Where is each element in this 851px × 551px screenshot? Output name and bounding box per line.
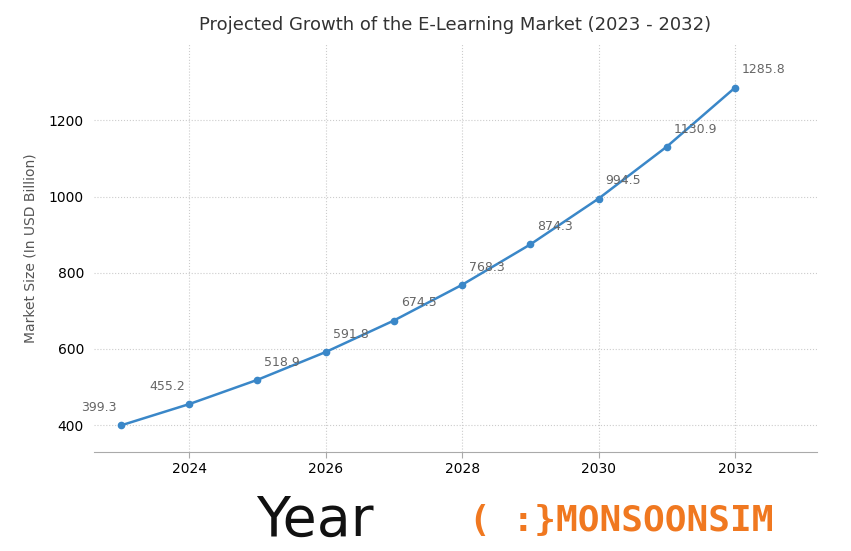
Text: 455.2: 455.2 bbox=[149, 380, 185, 393]
Text: 674.5: 674.5 bbox=[401, 296, 437, 310]
Text: 518.9: 518.9 bbox=[265, 356, 300, 369]
Y-axis label: Market Size (In USD Billion): Market Size (In USD Billion) bbox=[24, 153, 37, 343]
Text: 1285.8: 1285.8 bbox=[742, 63, 785, 77]
Text: Year: Year bbox=[256, 494, 374, 548]
Text: 874.3: 874.3 bbox=[537, 220, 573, 233]
Text: 1130.9: 1130.9 bbox=[674, 122, 717, 136]
Text: 994.5: 994.5 bbox=[606, 175, 641, 187]
Text: 768.3: 768.3 bbox=[469, 261, 505, 274]
Text: 399.3: 399.3 bbox=[81, 401, 117, 414]
Text: 591.8: 591.8 bbox=[333, 328, 368, 341]
Text: ( :}MONSOONSIM: ( :}MONSOONSIM bbox=[469, 504, 774, 538]
Title: Projected Growth of the E-Learning Market (2023 - 2032): Projected Growth of the E-Learning Marke… bbox=[199, 16, 711, 34]
